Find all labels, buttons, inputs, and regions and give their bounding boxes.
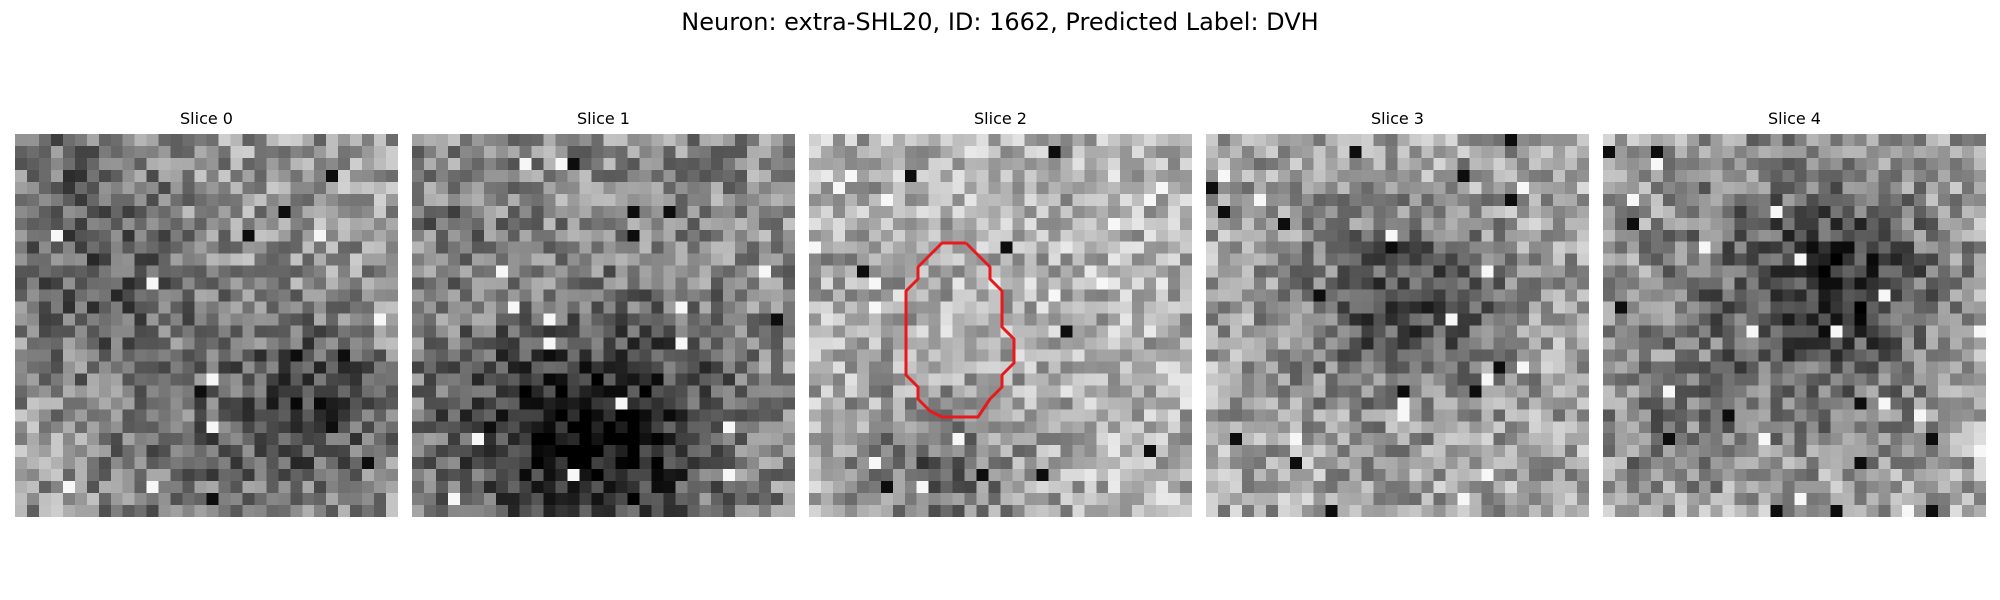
panel-title: Slice 3 — [1371, 109, 1424, 128]
slice-image — [1603, 134, 1986, 517]
panel-title: Slice 1 — [577, 109, 630, 128]
neuron-contour-overlay — [904, 241, 1016, 419]
slice-image — [15, 134, 398, 517]
slice-image — [809, 134, 1192, 517]
grayscale-noise-image — [15, 134, 398, 517]
panel-slice-1: Slice 1 — [412, 108, 795, 517]
panel-title: Slice 4 — [1768, 109, 1821, 128]
panel-title: Slice 2 — [974, 109, 1027, 128]
slice-image — [412, 134, 795, 517]
grayscale-noise-image — [1603, 134, 1986, 517]
grayscale-noise-image — [412, 134, 795, 517]
neuron-contour — [904, 241, 1016, 419]
panel-slice-3: Slice 3 — [1206, 108, 1589, 517]
grayscale-noise-image — [1206, 134, 1589, 517]
figure-title: Neuron: extra-SHL20, ID: 1662, Predicted… — [681, 8, 1319, 36]
panel-slice-4: Slice 4 — [1603, 108, 1986, 517]
panel-slice-0: Slice 0 — [15, 108, 398, 517]
panel-title: Slice 0 — [180, 109, 233, 128]
panel-slice-2: Slice 2 — [809, 108, 1192, 517]
slice-image — [1206, 134, 1589, 517]
